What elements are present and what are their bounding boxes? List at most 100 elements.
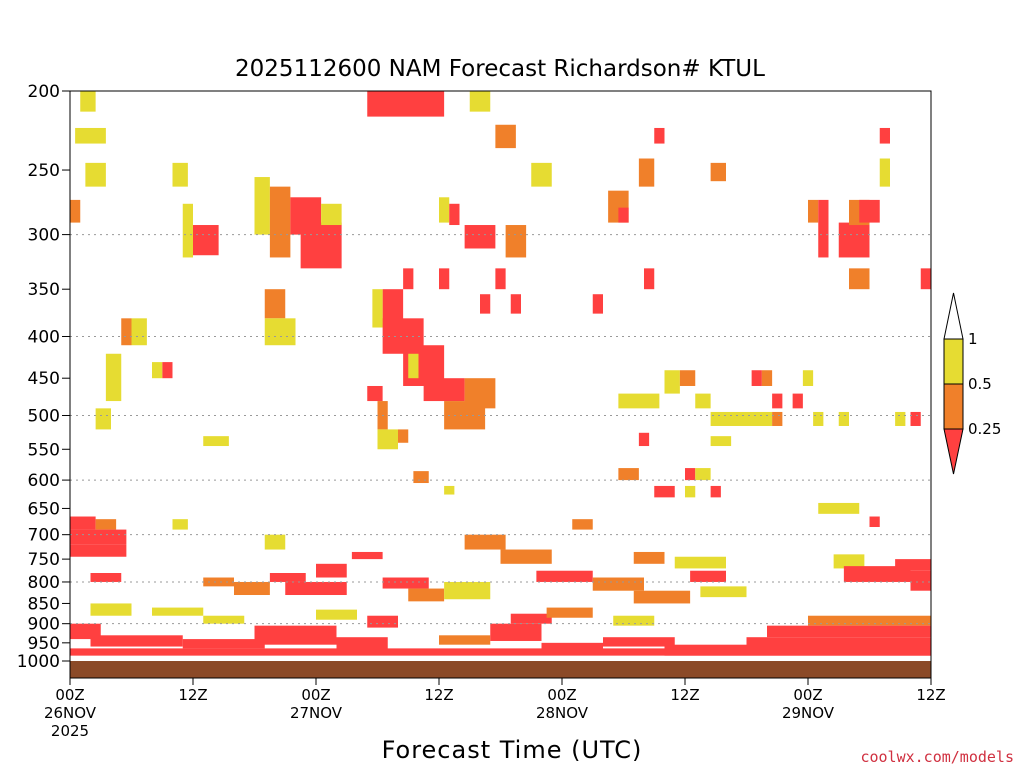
heatmap-cell [618, 468, 639, 481]
y-tick-label: 900 [28, 615, 60, 635]
heatmap-cell [710, 411, 773, 426]
heatmap-cell [300, 222, 342, 269]
heatmap-cell [105, 353, 122, 402]
heatmap-cell [439, 635, 491, 645]
legend-swatch-below-0.25 [943, 428, 964, 475]
heatmap-cell [920, 268, 931, 290]
y-tick-label: 550 [28, 440, 60, 460]
heatmap-cell [772, 411, 783, 426]
heatmap-cell [439, 197, 450, 223]
x-tick-label: 12Z [670, 686, 699, 704]
heatmap-cell [316, 609, 357, 620]
heatmap-cell [254, 625, 337, 645]
heatmap-cell [710, 485, 721, 498]
y-tick-label: 650 [28, 499, 60, 519]
x-tick-label: 12Z [424, 686, 453, 704]
heatmap-cell [879, 158, 890, 187]
heatmap-cell [90, 635, 183, 647]
heatmap-cell [495, 268, 506, 290]
ground-band [70, 661, 931, 678]
heatmap-cell [664, 370, 680, 394]
heatmap-cell [685, 485, 696, 498]
heatmap-cell [480, 294, 491, 314]
heatmap-cell [838, 222, 870, 258]
heatmap-cell [234, 581, 270, 596]
heatmap-cell [408, 353, 419, 379]
heatmap-cell [413, 471, 429, 484]
heatmap-cell [203, 615, 245, 624]
y-tick-label: 200 [28, 82, 60, 102]
heatmap-cell [495, 124, 516, 149]
heatmap-cell [398, 429, 409, 443]
heatmap-cell [792, 393, 803, 409]
heatmap-cell [808, 199, 819, 223]
heatmap-cell [505, 225, 527, 258]
y-tick-label: 600 [28, 471, 60, 491]
heatmap-cell [700, 586, 747, 598]
heatmap-cell [75, 127, 106, 144]
heatmap-cell [572, 519, 593, 530]
heatmap-cell [546, 607, 593, 618]
heatmap-cell [444, 581, 491, 600]
heatmap-cell [910, 411, 921, 426]
chart-title: 2025112600 NAM Forecast Richardson# KTUL [235, 56, 765, 82]
heatmap-cell [70, 516, 96, 530]
x-tick-label: 28NOV [536, 704, 589, 722]
heatmap-cell [95, 519, 117, 530]
heatmap-cell [90, 603, 132, 616]
heatmap-cell [90, 573, 122, 582]
heatmap-cell [500, 549, 552, 564]
heatmap-cell [710, 436, 732, 447]
legend-swatch-above-1 [943, 292, 964, 340]
heatmap-cell [710, 162, 726, 182]
heatmap-cell [182, 203, 193, 258]
heatmap-cell [264, 289, 286, 319]
heatmap-cell [193, 225, 219, 256]
x-tick-label: 12Z [916, 686, 945, 704]
heatmap-cell [674, 556, 726, 569]
legend-label: 1 [968, 330, 978, 348]
heatmap-cell [531, 162, 552, 187]
x-axis-label: Forecast Time (UTC) [382, 736, 643, 764]
y-tick-label: 300 [28, 226, 60, 246]
heatmap-cell [813, 411, 824, 426]
heatmap-cell [772, 393, 783, 409]
heatmap-cell [679, 370, 696, 386]
legend-label: 0.5 [968, 375, 992, 393]
grid-lines [70, 234, 931, 625]
x-tick-label: 00Z [301, 686, 330, 704]
heatmap-cell [269, 573, 306, 582]
heatmap-cell [162, 362, 173, 379]
heatmap-cell [85, 162, 106, 187]
heatmap-cell [316, 563, 347, 578]
y-tick-label: 750 [28, 550, 60, 570]
y-tick-label: 400 [28, 327, 60, 347]
heatmap-cell [336, 637, 388, 651]
heatmap-cell [849, 268, 870, 290]
y-tick-label: 700 [28, 526, 60, 546]
heatmap-cell [264, 534, 286, 550]
legend-label: 0.25 [968, 420, 1001, 438]
heatmap-cell [464, 378, 496, 409]
heatmap-cell [618, 393, 660, 409]
heatmap-cell [321, 203, 342, 226]
y-axis: 200 250 300 350 400 450 500 550 600 650 700 750 8008… [17, 82, 70, 672]
heatmap-cell [285, 581, 347, 596]
heatmap-cell [685, 468, 696, 481]
heatmap-cell [618, 207, 629, 223]
heatmap-cell [910, 570, 931, 591]
heatmap-cell [695, 393, 711, 409]
x-tick-label: 00Z [793, 686, 822, 704]
heatmap-cell [510, 294, 521, 314]
heatmap-cell [121, 318, 132, 346]
credit-link[interactable]: coolwx.com/models [860, 748, 1014, 766]
heatmap-cell [377, 429, 398, 450]
heatmap-cell [859, 199, 880, 223]
heatmap-cell [833, 554, 865, 569]
heatmap-cell [382, 577, 429, 589]
legend-swatch-0.5-1 [943, 338, 964, 385]
heatmap-cell [444, 485, 455, 495]
y-tick-label: 1000 [17, 652, 60, 672]
heatmap-cell [423, 378, 465, 402]
